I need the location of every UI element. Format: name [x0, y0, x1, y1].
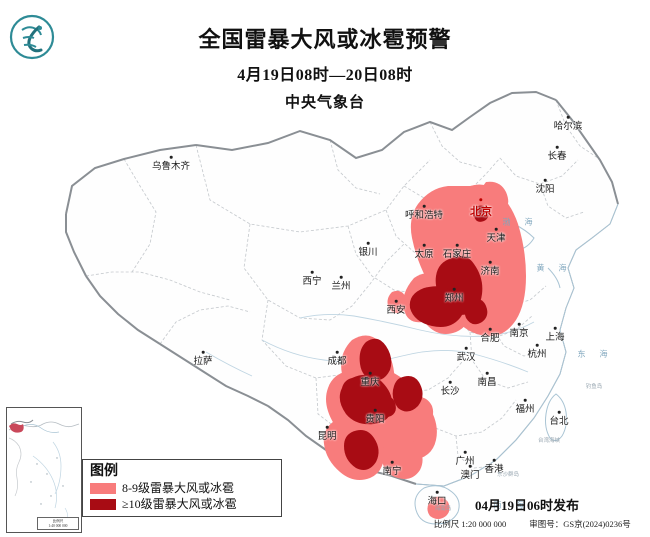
city-marker — [169, 155, 173, 159]
sea-label: 东 海 — [577, 349, 611, 359]
city-label: 长春 — [547, 152, 567, 162]
city-marker — [366, 241, 370, 245]
warning-area-level-10-plus — [339, 205, 489, 470]
city-marker — [455, 243, 459, 247]
city-label: 南宁 — [382, 467, 402, 477]
city-label: 长沙 — [440, 387, 460, 397]
city-label: 南京 — [509, 329, 529, 339]
city-marker — [452, 287, 456, 291]
city-marker — [335, 350, 339, 354]
city-marker — [488, 327, 492, 331]
city-marker — [373, 408, 377, 412]
inset-scale-box: 比例尺 1:40 000 000 — [37, 517, 79, 530]
cma-logo-icon — [9, 14, 55, 60]
city-marker — [422, 243, 426, 247]
city-label: 杭州 — [527, 350, 547, 360]
city-marker — [553, 326, 557, 330]
city-marker — [201, 350, 205, 354]
city-label: 成都 — [327, 357, 347, 367]
city-label: 香港 — [484, 465, 504, 475]
city-label: 广州 — [455, 457, 475, 467]
city-label: 西安 — [386, 306, 406, 316]
city-marker — [523, 398, 527, 402]
city-label: 太原 — [414, 250, 434, 260]
city-label: 福州 — [515, 405, 535, 415]
city-label: 哈尔滨 — [553, 122, 583, 132]
city-marker — [566, 115, 570, 119]
city-label: 海口 — [427, 497, 447, 507]
inset-scale-label: 比例尺 — [52, 519, 64, 524]
city-label: 沈阳 — [535, 185, 555, 195]
legend: 图例 8-9级雷暴大风或冰雹 ≥10级雷暴大风或冰雹 — [82, 459, 282, 517]
legend-label-level-8-9: 8-9级雷暴大风或冰雹 — [122, 481, 234, 496]
sea-label: 渤 海 — [502, 217, 536, 227]
legend-swatch-level-8-9 — [90, 483, 116, 495]
map-scale: 比例尺 1:20 000 000 — [433, 519, 507, 529]
city-label: 济南 — [480, 267, 500, 277]
south-china-sea-inset-map: 比例尺 1:40 000 000 — [6, 407, 82, 533]
map-approval-number: 审图号：GS京(2024)0236号 — [529, 519, 631, 529]
legend-item-level-8-9: 8-9级雷暴大风或冰雹 — [90, 482, 275, 495]
minor-place-label: 钓鱼岛 — [585, 384, 603, 390]
minor-place-label: 台湾海峡 — [537, 438, 561, 444]
city-marker — [479, 198, 483, 202]
city-label: 银川 — [358, 248, 378, 258]
city-marker — [390, 460, 394, 464]
sea-label: 南 海 — [493, 500, 527, 510]
city-marker — [468, 464, 472, 468]
city-marker — [517, 322, 521, 326]
city-marker — [310, 270, 314, 274]
release-time: 04月19日06时发布 — [474, 498, 580, 513]
city-label: 台北 — [549, 417, 569, 427]
city-label: 澳门 — [460, 471, 480, 481]
legend-title: 图例 — [90, 464, 118, 479]
city-label: 西宁 — [302, 277, 322, 287]
city-label: 上海 — [545, 333, 565, 343]
city-label: 合肥 — [480, 334, 500, 344]
city-marker — [557, 410, 561, 414]
city-marker — [485, 371, 489, 375]
city-label: 贵阳 — [365, 415, 385, 425]
city-label: 郑州 — [444, 294, 464, 304]
city-label: 武汉 — [456, 353, 476, 363]
city-label: 重庆 — [360, 378, 380, 388]
legend-label-level-10-plus: ≥10级雷暴大风或冰雹 — [122, 496, 237, 511]
city-label: 昆明 — [317, 432, 337, 442]
city-marker — [463, 450, 467, 454]
sea-label: 黄 海 — [536, 263, 570, 273]
legend-swatch-level-10-plus — [90, 498, 116, 510]
city-label: 石家庄 — [442, 250, 472, 260]
city-marker — [494, 227, 498, 231]
city-marker — [368, 371, 372, 375]
city-label: 南昌 — [477, 378, 497, 388]
city-marker — [435, 490, 439, 494]
city-label: 北京 — [470, 206, 492, 218]
minor-place-label: 海南岛 — [434, 506, 452, 512]
city-label: 拉萨 — [193, 357, 213, 367]
city-marker — [555, 145, 559, 149]
city-marker — [394, 299, 398, 303]
city-label: 乌鲁木齐 — [151, 162, 191, 172]
city-marker — [543, 178, 547, 182]
minor-place-label: 东沙群岛 — [496, 472, 520, 478]
city-marker — [488, 260, 492, 264]
city-label: 兰州 — [331, 282, 351, 292]
inset-scale-value: 1:40 000 000 — [48, 523, 68, 528]
legend-item-level-10-plus: ≥10级雷暴大风或冰雹 — [90, 496, 275, 511]
inset-map-svg — [7, 408, 81, 532]
city-marker — [422, 204, 426, 208]
city-marker — [339, 275, 343, 279]
city-marker — [448, 380, 452, 384]
city-marker — [464, 346, 468, 350]
city-marker — [325, 425, 329, 429]
city-label: 呼和浩特 — [404, 211, 444, 221]
city-label: 天津 — [486, 234, 506, 244]
city-marker — [535, 343, 539, 347]
city-marker — [492, 458, 496, 462]
